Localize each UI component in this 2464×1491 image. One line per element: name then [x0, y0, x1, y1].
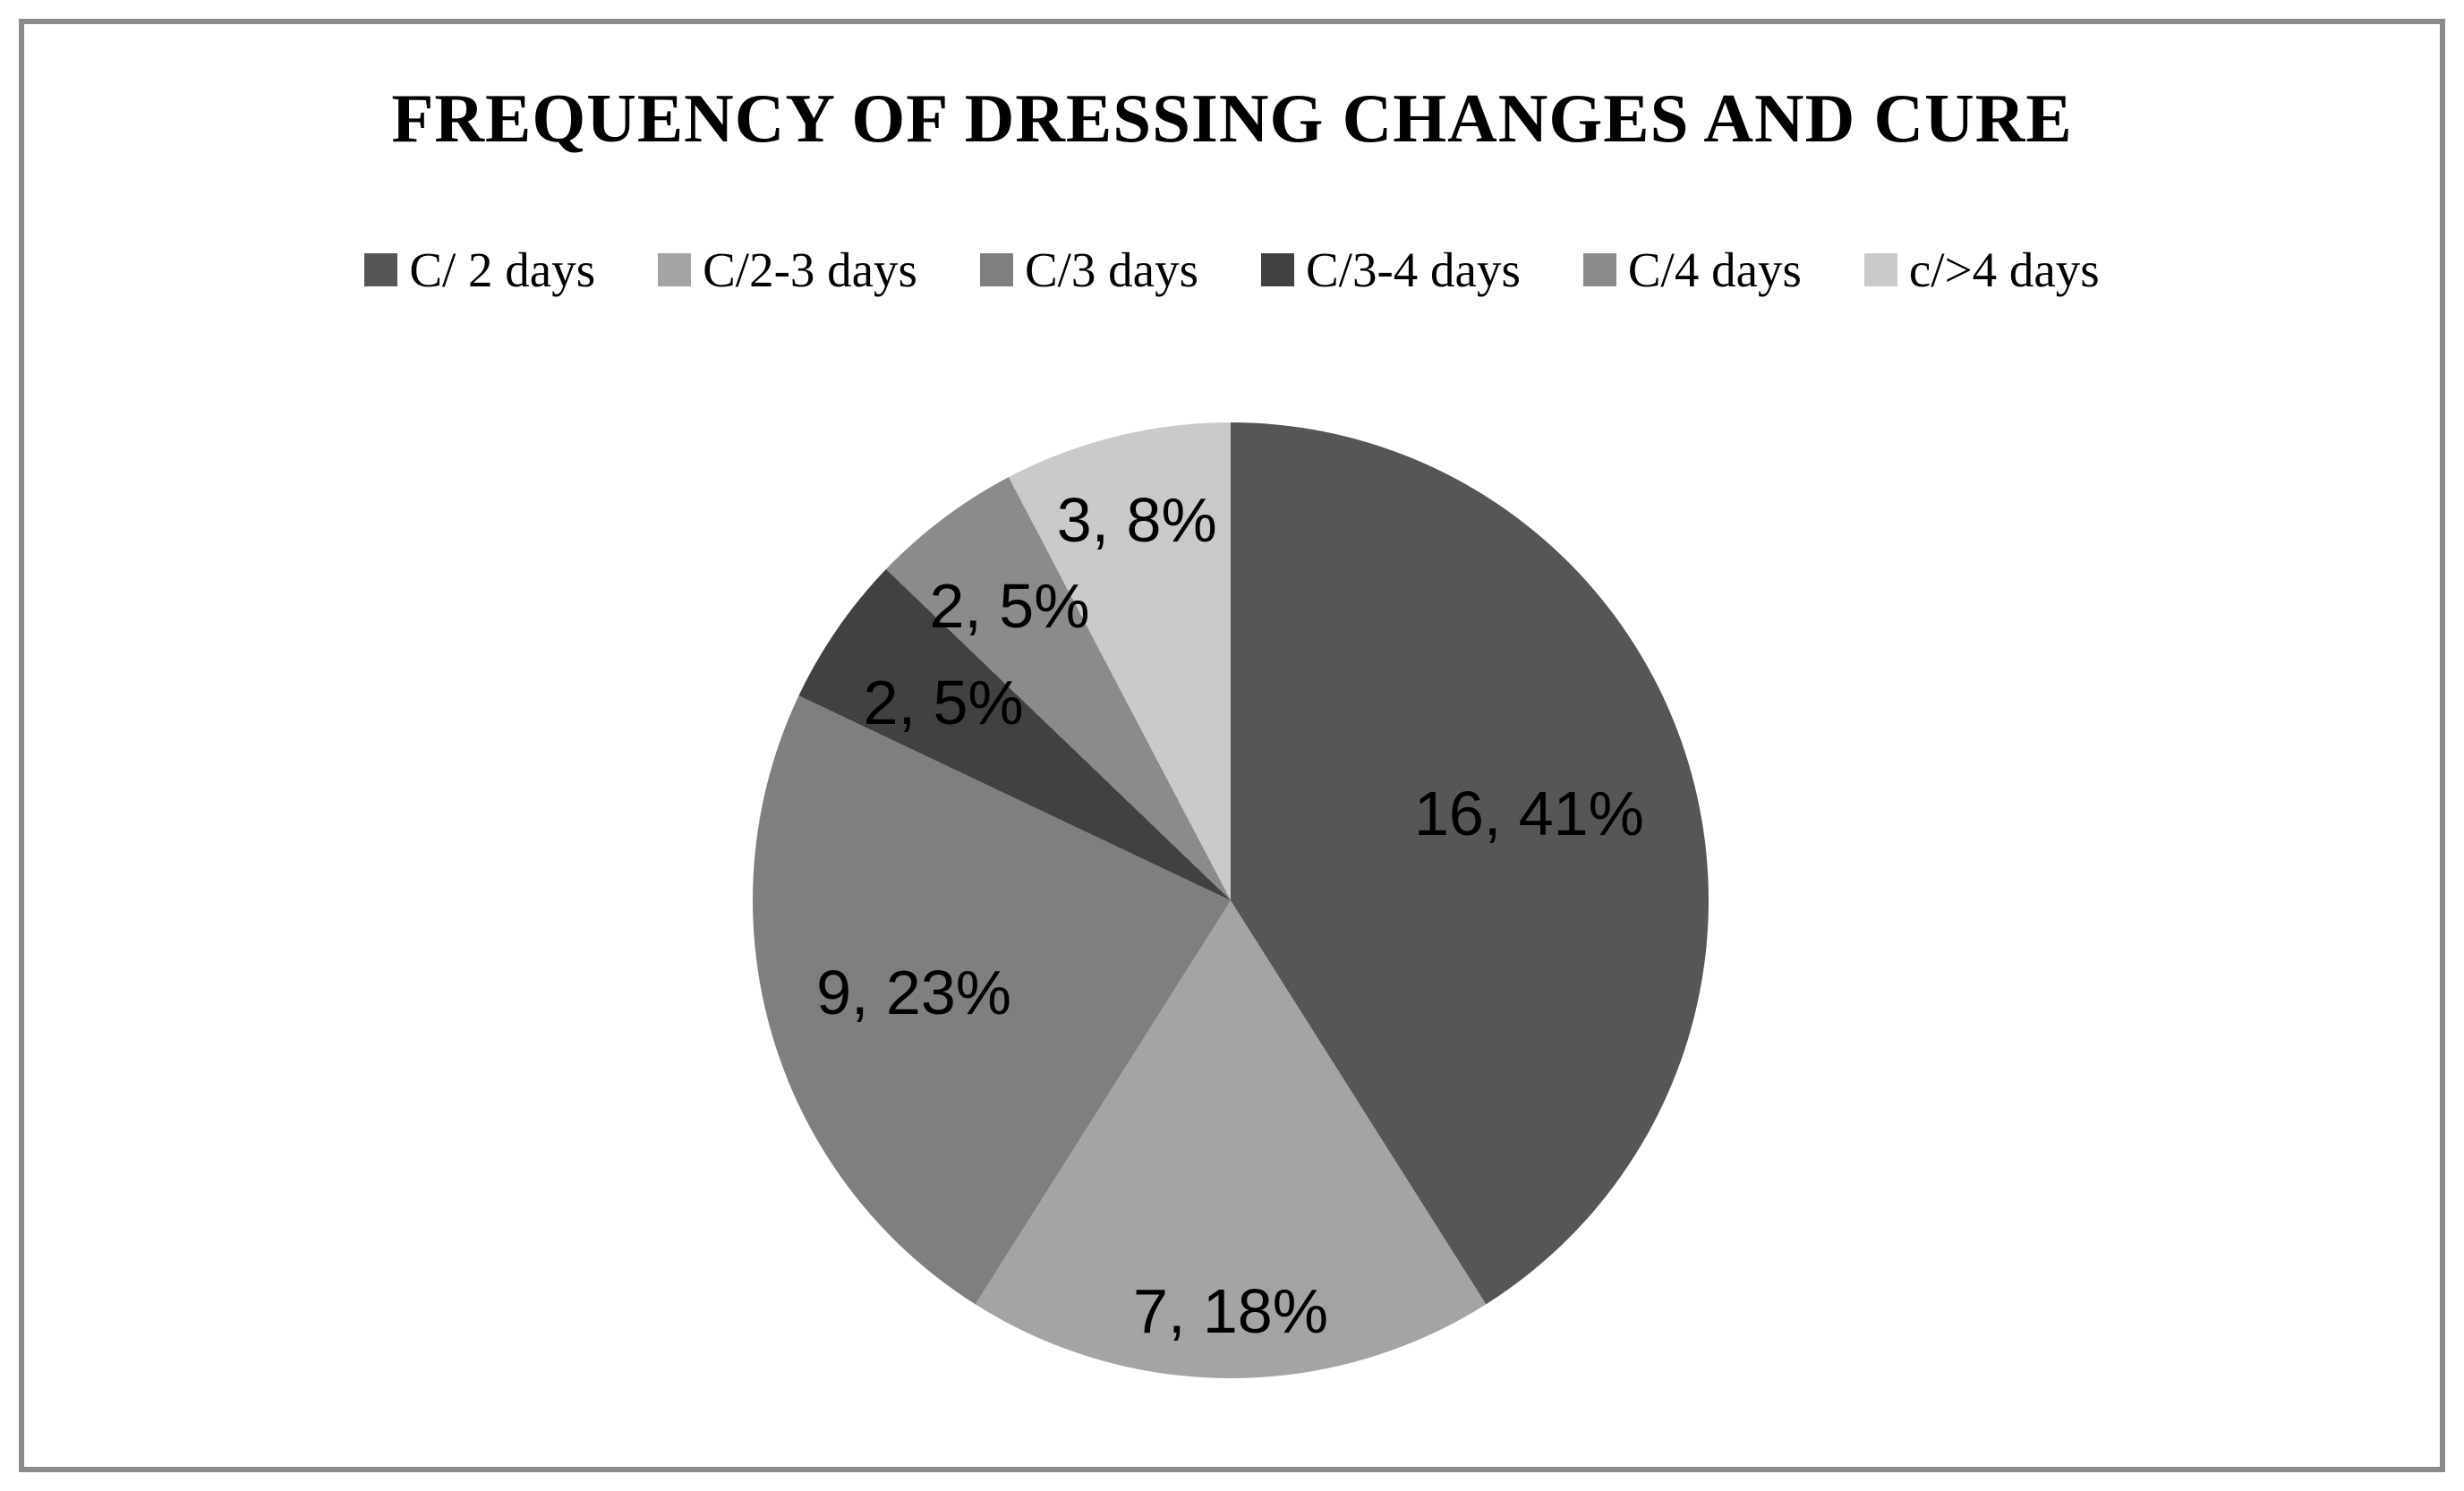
- legend-swatch-icon: [1261, 253, 1294, 286]
- legend-item-2: C/3 days: [979, 242, 1198, 298]
- slice-label-0: 16, 41%: [1413, 779, 1644, 849]
- legend-item-0: C/ 2 days: [364, 242, 595, 298]
- legend-label: C/3 days: [1024, 243, 1198, 297]
- legend-item-4: C/4 days: [1582, 242, 1802, 298]
- legend-label: C/3-4 days: [1306, 243, 1521, 297]
- legend-label: C/2-3 days: [703, 243, 917, 297]
- slice-label-4: 2, 5%: [929, 571, 1090, 642]
- chart-title: FREQUENCY OF DRESSING CHANGES AND CURE: [391, 80, 2073, 157]
- slice-label-1: 7, 18%: [1133, 1276, 1328, 1347]
- legend-swatch-icon: [364, 253, 398, 286]
- legend-item-1: C/2-3 days: [658, 242, 917, 298]
- slice-label-3: 2, 5%: [863, 667, 1024, 737]
- legend-label: C/ 2 days: [409, 243, 596, 297]
- slice-label-2: 9, 23%: [816, 957, 1012, 1027]
- legend-swatch-icon: [979, 253, 1013, 286]
- legend-swatch-icon: [1582, 253, 1616, 286]
- pie-chart: 16, 41% 7, 18% 9, 23% 2, 5% 2, 5% 3, 8%: [753, 422, 1709, 1378]
- legend-item-3: C/3-4 days: [1261, 242, 1521, 298]
- legend-swatch-icon: [658, 253, 692, 286]
- legend-swatch-icon: [1863, 253, 1897, 286]
- legend-label: c/>4 days: [1908, 243, 2100, 297]
- legend: C/ 2 days C/2-3 days C/3 days C/3-4 days C/4…: [0, 242, 2464, 298]
- legend-label: C/4 days: [1627, 243, 1802, 297]
- slice-label-5: 3, 8%: [1056, 484, 1217, 555]
- legend-item-5: c/>4 days: [1863, 242, 2100, 298]
